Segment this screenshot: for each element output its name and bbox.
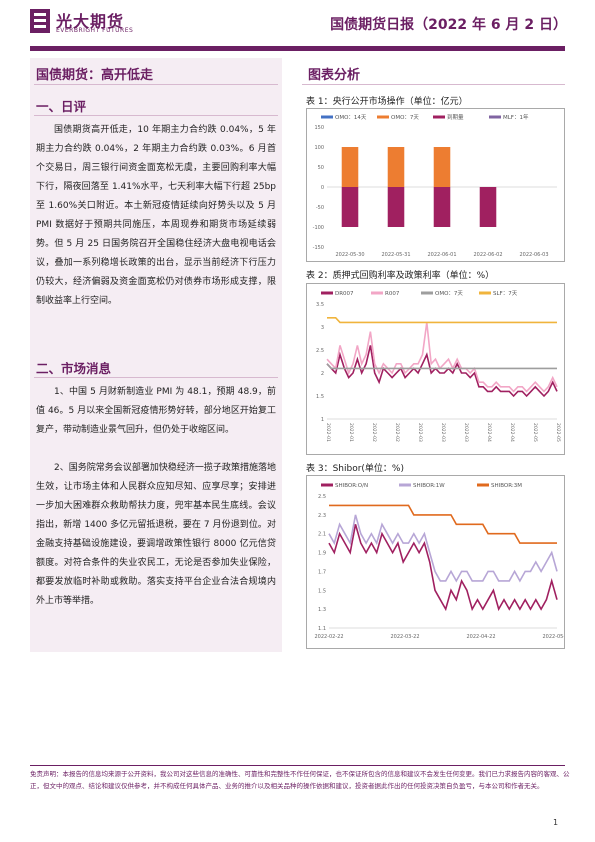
chart3-legend-label-0: SHIBOR:O/N bbox=[335, 483, 368, 489]
chart3-xtick-0: 2022-02-22 bbox=[314, 634, 343, 640]
right-column-title: 图表分析 bbox=[308, 68, 361, 83]
chart2-series-2 bbox=[326, 363, 557, 370]
chart1-ytick-2: -50 bbox=[316, 205, 324, 211]
chart1-xtick-3: 2022-06-02 bbox=[473, 252, 502, 258]
section-divider-review bbox=[34, 115, 278, 116]
chart3-ytick-7: 2.5 bbox=[318, 494, 326, 500]
chart1-xtick-0: 2022-05-30 bbox=[335, 252, 364, 258]
chart2-series-0 bbox=[326, 345, 558, 398]
chart1-legend-label-0: OMO：14天 bbox=[335, 114, 367, 121]
chart3-caption: 表 3：Shibor(单位：%) bbox=[306, 464, 404, 474]
chart2-series-3 bbox=[327, 316, 557, 324]
disclaimer-text: 免责声明：本报告的信息均来源于公开资料，我公司对这些信息的准确性、可靠性和完整性… bbox=[30, 770, 570, 790]
chart2-ytick-4: 3 bbox=[321, 325, 324, 331]
chart1-xtick-4: 2022-06-03 bbox=[519, 252, 548, 258]
chart3-frame: 1.1 1.3 1.5 1.7 1.9 2.1 2.3 2.5 2022-02-22 2022-0… bbox=[306, 475, 572, 649]
chart2-xtick-4: 2022-03 bbox=[417, 423, 423, 442]
chart3-series-0 bbox=[328, 524, 558, 612]
document-title: 国债期货日报（2022 年 6 月 2 日） bbox=[330, 17, 567, 33]
chart2-legend-label-0: DR007 bbox=[335, 291, 354, 297]
left-column-panel bbox=[30, 58, 282, 652]
left-column-title: 国债期货：高开低走 bbox=[36, 68, 154, 83]
chart1-ytick-4: 50 bbox=[318, 165, 324, 171]
chart2-xtick-0: 2022-01 bbox=[325, 423, 331, 442]
chart2-xtick-7: 2022-04 bbox=[486, 423, 492, 442]
chart1-ytick-5: 100 bbox=[314, 145, 324, 151]
chart1-legend-label-2: 到期量 bbox=[447, 114, 464, 121]
chart1-bar-2-2 bbox=[433, 187, 451, 227]
chart2-xtick-10: 2022-05 bbox=[555, 423, 561, 442]
chart1-ytick-3: 0 bbox=[321, 185, 324, 191]
header-divider bbox=[30, 46, 565, 51]
brand-name-cn: 光大期货 bbox=[56, 12, 125, 31]
chart1-legend-label-1: OMO：7天 bbox=[391, 114, 419, 121]
chart2-repo-policy-rates: 1 1.5 2 2.5 3 3.5 2022-01 2022-01 2022-02 2022-02… bbox=[316, 290, 561, 442]
chart1-caption: 表 1：央行公开市场操作（单位：亿元） bbox=[306, 97, 468, 107]
chart1-ytick-0: -150 bbox=[313, 245, 324, 251]
chart3-ytick-1: 1.3 bbox=[318, 607, 326, 613]
section-title-news: 二、市场消息 bbox=[36, 361, 112, 376]
chart3-xtick-2: 2022-04-22 bbox=[466, 634, 495, 640]
right-title-divider bbox=[302, 84, 565, 85]
chart2-ytick-1: 1.5 bbox=[316, 394, 324, 400]
chart1-ytick-6: 150 bbox=[314, 125, 324, 131]
chart2-xtick-6: 2022-03 bbox=[463, 423, 469, 442]
chart1-bar-2-3 bbox=[479, 187, 497, 227]
chart1-xtick-2: 2022-06-01 bbox=[427, 252, 456, 258]
page-number: 1 bbox=[553, 818, 559, 827]
chart2-legend-label-3: SLF：7天 bbox=[493, 290, 518, 297]
chart1-ytick-1: -100 bbox=[313, 225, 324, 231]
chart2-xtick-9: 2022-05 bbox=[532, 423, 538, 442]
review-paragraph: 国债期货高开低走，10 年期主力合约跌 0.04%，5 年期主力合约跌 0.04… bbox=[36, 125, 276, 306]
chart1-bar-1-0 bbox=[341, 147, 359, 187]
chart3-xtick-1: 2022-03-22 bbox=[390, 634, 419, 640]
chart2-caption: 表 2：质押式回购利率及政策利率（单位：%） bbox=[306, 271, 495, 281]
chart2-series-1 bbox=[326, 322, 558, 393]
chart2-ytick-0: 1 bbox=[321, 417, 324, 423]
news-paragraph-1: 1、中国 5 月财新制造业 PMI 为 48.1，预期 48.9，前值 46。5… bbox=[36, 387, 276, 435]
chart2-legend-label-2: OMO：7天 bbox=[435, 290, 463, 297]
chart3-legend-label-1: SHIBOR:1W bbox=[413, 483, 445, 489]
chart3-xtick-3: 2022-05-22 bbox=[542, 634, 564, 640]
chart3-ytick-5: 2.1 bbox=[318, 532, 326, 538]
chart3-ytick-3: 1.7 bbox=[318, 569, 326, 575]
chart3-ytick-2: 1.5 bbox=[318, 588, 326, 594]
chart3-legend-label-2: SHIBOR:3M bbox=[491, 483, 522, 489]
chart3-shibor: 1.1 1.3 1.5 1.7 1.9 2.1 2.3 2.5 2022-02-22 2022-0… bbox=[314, 483, 571, 640]
chart3-ytick-4: 1.9 bbox=[318, 551, 326, 557]
chart2-ytick-3: 2.5 bbox=[316, 348, 324, 354]
chart1-omo-operations: -150 -100 -50 0 50 100 150 2022-05-30 2022-05-31… bbox=[313, 113, 557, 258]
chart2-frame: 1 1.5 2 2.5 3 3.5 2022-01 2022-01 2022-02 2022-02… bbox=[306, 283, 565, 455]
chart2-ytick-2: 2 bbox=[321, 371, 324, 377]
footer-divider bbox=[30, 765, 565, 766]
chart2-xtick-1: 2022-01 bbox=[348, 423, 354, 442]
chart1-bar-2-0 bbox=[341, 187, 359, 227]
chart3-series-2 bbox=[329, 504, 557, 544]
left-title-divider bbox=[34, 84, 278, 85]
news-paragraph-2: 2、国务院常务会议部署加快稳经济一揽子政策措施落地生效，让市场主体和人民群众应知… bbox=[36, 463, 276, 606]
brand-name-en: EVERBRIGHT FUTURES bbox=[56, 27, 134, 34]
chart2-ytick-5: 3.5 bbox=[316, 302, 324, 308]
chart3-ytick-0: 1.1 bbox=[318, 626, 326, 632]
chart1-legend-label-3: MLF：1年 bbox=[503, 113, 529, 121]
chart1-frame: -150 -100 -50 0 50 100 150 2022-05-30 2022-05-31… bbox=[306, 108, 565, 262]
chart2-xtick-3: 2022-02 bbox=[394, 423, 400, 442]
chart2-xtick-8: 2022-04 bbox=[509, 423, 515, 442]
chart1-xtick-1: 2022-05-31 bbox=[381, 252, 410, 258]
chart1-bar-2-1 bbox=[387, 187, 405, 227]
chart1-bar-1-1 bbox=[387, 147, 405, 187]
chart3-series-1 bbox=[328, 514, 558, 583]
chart2-xtick-2: 2022-02 bbox=[371, 423, 377, 442]
chart1-bar-1-2 bbox=[433, 147, 451, 187]
brand-logo-icon bbox=[30, 9, 50, 33]
section-title-review: 一、日评 bbox=[36, 99, 87, 114]
chart2-xtick-5: 2022-03 bbox=[440, 423, 446, 442]
chart2-legend-label-1: R007 bbox=[385, 291, 400, 297]
section-divider-news bbox=[34, 377, 278, 378]
chart3-ytick-6: 2.3 bbox=[318, 513, 326, 519]
